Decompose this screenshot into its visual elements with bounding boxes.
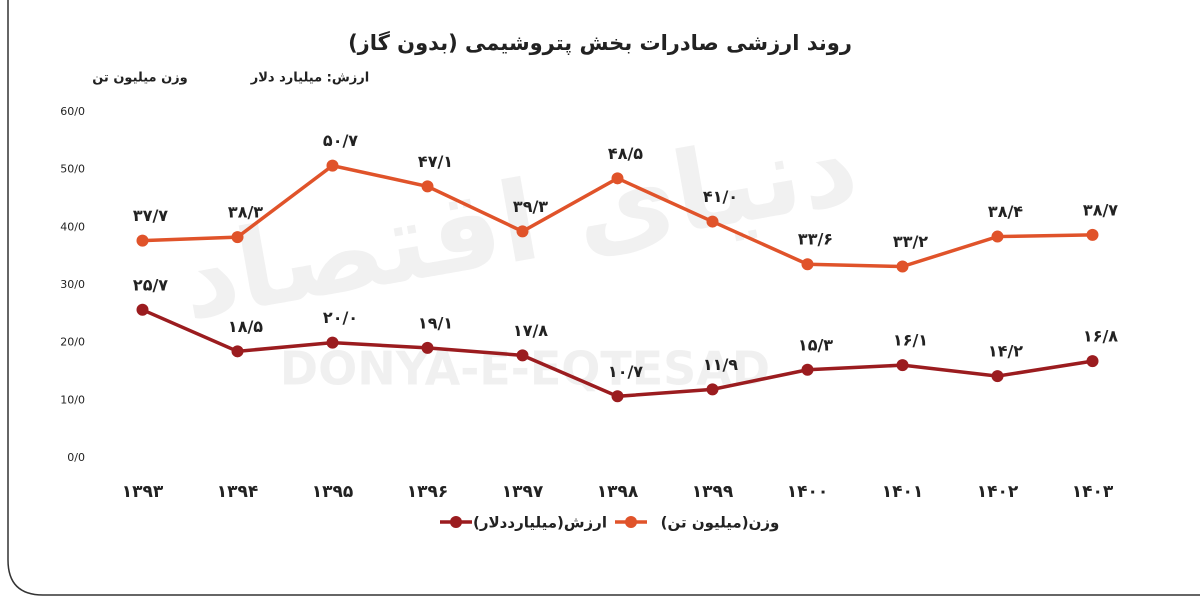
frame [7, 0, 1200, 596]
point [326, 159, 339, 172]
legend-marker [450, 516, 462, 528]
point [421, 341, 434, 354]
point [801, 258, 814, 271]
value-label: ۳۸/۴ [988, 202, 1023, 221]
watermark: دنیای اقتصاد [171, 100, 867, 345]
value-label: ۴۸/۵ [608, 144, 643, 163]
value-label: ۱۶/۱ [893, 331, 928, 350]
value-label: ۲۵/۷ [133, 275, 168, 294]
point [991, 370, 1004, 383]
point [516, 349, 529, 362]
y-tick-label: 50/0 [60, 163, 85, 176]
subtitle: ارزش: میلیارد دلار [250, 71, 369, 86]
x-tick-label: ۱۳۹۴ [217, 482, 259, 502]
point [706, 383, 719, 396]
legend-label: وزن(میلیون تن) [661, 514, 780, 532]
point [1086, 228, 1099, 241]
value-label: ۳۹/۳ [513, 197, 548, 216]
point [706, 215, 719, 228]
point [611, 390, 624, 403]
point [896, 260, 909, 273]
value-label: ۱۷/۸ [513, 321, 548, 340]
value-label: ۱۸/۵ [228, 317, 263, 336]
x-tick-label: ۱۳۹۹ [692, 482, 734, 502]
value-label: ۲۰/۰ [323, 308, 358, 327]
value-label: ۱۰/۷ [608, 362, 643, 381]
y-tick-label: 30/0 [60, 278, 85, 291]
x-tick-label: ۱۴۰۳ [1072, 482, 1114, 502]
value-label: ۳۸/۷ [1083, 200, 1118, 219]
point [231, 231, 244, 244]
y-tick-label: 60/0 [60, 105, 85, 118]
point [136, 234, 149, 247]
value-label: ۳۳/۶ [798, 230, 833, 249]
point [326, 336, 339, 349]
point [611, 172, 624, 185]
value-label: ۱۹/۱ [418, 313, 453, 332]
point [421, 180, 434, 193]
y-tick-label: 20/0 [60, 336, 85, 349]
value-label: ۴۱/۰ [703, 187, 738, 206]
x-tick-label: ۱۳۹۵ [312, 482, 354, 502]
x-tick-label: ۱۴۰۰ [787, 482, 829, 502]
value-label: ۴۷/۱ [418, 152, 453, 171]
point [991, 230, 1004, 243]
y-tick-label: 10/0 [60, 393, 85, 406]
point [516, 225, 529, 238]
value-label: ۳۸/۳ [228, 203, 263, 222]
point [801, 363, 814, 376]
legend-marker [625, 516, 637, 528]
point [136, 303, 149, 316]
value-label: ۱۶/۸ [1083, 327, 1118, 346]
value-label: ۵۰/۷ [323, 131, 358, 150]
subtitle: وزن میلیون تن [92, 71, 188, 86]
x-tick-label: ۱۳۹۸ [597, 482, 639, 502]
legend-label: ارزش(میلیارددلار) [473, 514, 607, 532]
x-tick-label: ۱۴۰۲ [977, 482, 1019, 502]
chart-title: روند ارزشی صادرات بخش پتروشیمی (بدون گاز… [348, 30, 852, 55]
x-tick-label: ۱۳۹۷ [502, 482, 544, 502]
value-label: ۱۵/۳ [798, 335, 833, 354]
y-tick-label: 0/0 [67, 451, 85, 464]
point [1086, 355, 1099, 368]
value-label: ۱۴/۲ [988, 342, 1023, 361]
point [231, 345, 244, 358]
value-label: ۱۱/۹ [703, 355, 738, 374]
value-label: ۳۷/۷ [133, 206, 168, 225]
point [896, 359, 909, 372]
x-tick-label: ۱۴۰۱ [882, 482, 924, 502]
y-tick-label: 40/0 [60, 220, 85, 233]
value-label: ۳۳/۲ [893, 232, 928, 251]
x-tick-label: ۱۳۹۳ [122, 482, 164, 502]
x-tick-label: ۱۳۹۶ [407, 482, 449, 502]
watermark: DONYA-E-EQTESAD [280, 342, 770, 396]
